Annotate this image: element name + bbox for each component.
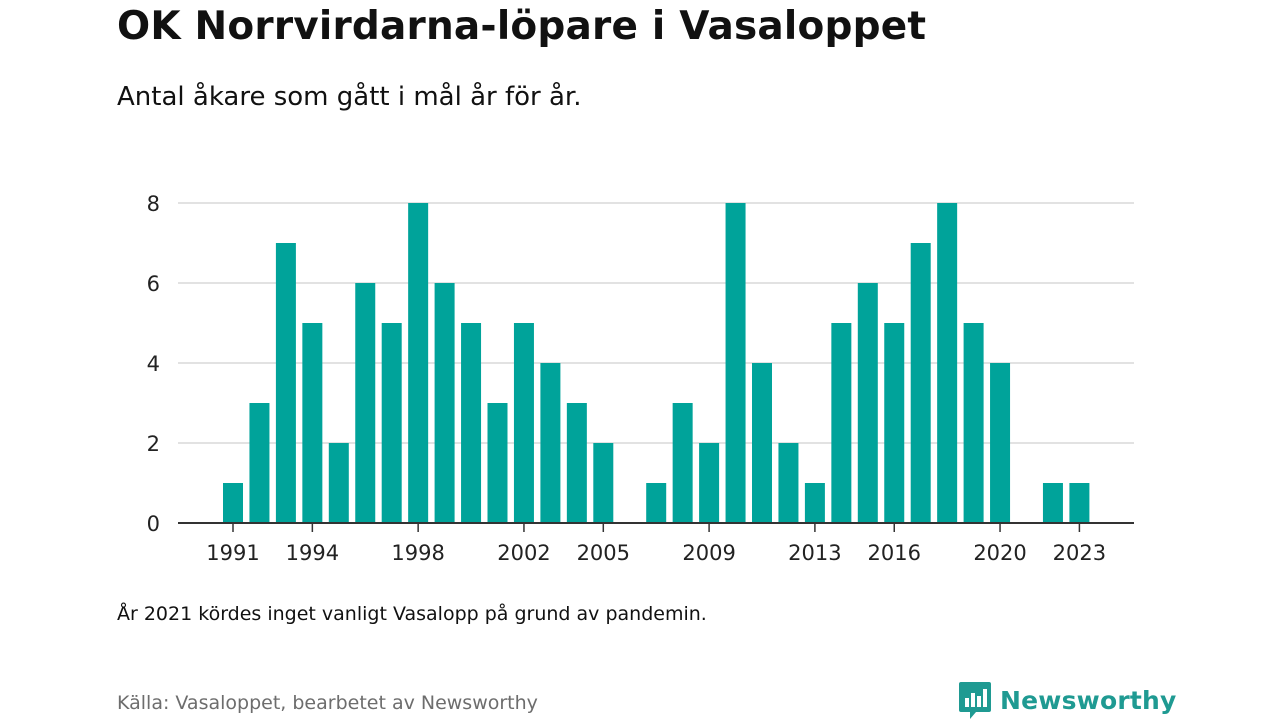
- y-axis-ticks: 0 2 4 6 8: [147, 192, 160, 536]
- bar-1999: [434, 283, 455, 523]
- bar-2005: [593, 443, 614, 523]
- bar-2014: [831, 323, 852, 523]
- logo-text: Newsworthy: [1000, 685, 1177, 715]
- bar-2010: [725, 203, 746, 523]
- bar-2015: [857, 283, 878, 523]
- bar-2008: [672, 403, 693, 523]
- bar-2004: [566, 403, 587, 523]
- bar-2001: [487, 403, 508, 523]
- bar-2017: [910, 243, 931, 523]
- bar-1995: [328, 443, 349, 523]
- bar-2003: [540, 363, 561, 523]
- bar-2011: [752, 363, 772, 523]
- bar-2023: [1069, 483, 1090, 523]
- x-tick-label: 2023: [1053, 541, 1106, 565]
- bar-1994: [302, 323, 323, 523]
- x-tick-label: 2002: [497, 541, 550, 565]
- bar-1996: [355, 283, 376, 523]
- bar-2000: [461, 323, 482, 523]
- y-tick-label: 8: [147, 192, 160, 216]
- chart-note: År 2021 kördes inget vanligt Vasalopp på…: [117, 603, 707, 625]
- bars: [223, 203, 1090, 523]
- bar-2002: [513, 323, 534, 523]
- bar-2013: [804, 483, 825, 523]
- newsworthy-logo: Newsworthy: [958, 680, 1177, 720]
- y-tick-label: 4: [147, 352, 160, 376]
- x-tick-label: 2020: [973, 541, 1026, 565]
- y-tick-label: 6: [147, 272, 160, 296]
- chart-subtitle: Antal åkare som gått i mål år för år.: [117, 82, 582, 112]
- y-tick-label: 2: [147, 432, 160, 456]
- bar-2018: [937, 203, 958, 523]
- x-tick-label: 2013: [788, 541, 841, 565]
- bar-2020: [990, 363, 1011, 523]
- bar-1993: [275, 243, 296, 523]
- x-tick-label: 2009: [682, 541, 735, 565]
- y-tick-label: 0: [147, 512, 160, 536]
- x-tick-label: 2016: [868, 541, 921, 565]
- x-tick-label: 1994: [286, 541, 339, 565]
- bar-2022: [1042, 483, 1063, 523]
- bar-1998: [408, 203, 429, 523]
- bar-chart-speech-bubble-icon: [959, 682, 991, 719]
- bar-1997: [381, 323, 402, 523]
- bar-2016: [884, 323, 905, 523]
- chart-title: OK Norrvirdarna-löpare i Vasaloppet: [117, 4, 927, 49]
- bar-1992: [249, 403, 270, 523]
- x-tick-label: 1998: [391, 541, 444, 565]
- bar-2019: [963, 323, 984, 523]
- x-tick-label: 1991: [206, 541, 259, 565]
- bar-chart: 0 2 4 6 8 1991 1994 1998 2002 2005 2009 2013 2016 20…: [147, 192, 1134, 565]
- x-tick-label: 2005: [577, 541, 630, 565]
- bar-2009: [699, 443, 720, 523]
- bar-2012: [778, 443, 799, 523]
- bar-2007: [646, 483, 667, 523]
- bar-1991: [223, 483, 243, 523]
- x-axis-ticks: 1991 1994 1998 2002 2005 2009 2013 2016 2020 2023: [206, 523, 1106, 565]
- source-text: Källa: Vasaloppet, bearbetet av Newswort…: [117, 692, 538, 714]
